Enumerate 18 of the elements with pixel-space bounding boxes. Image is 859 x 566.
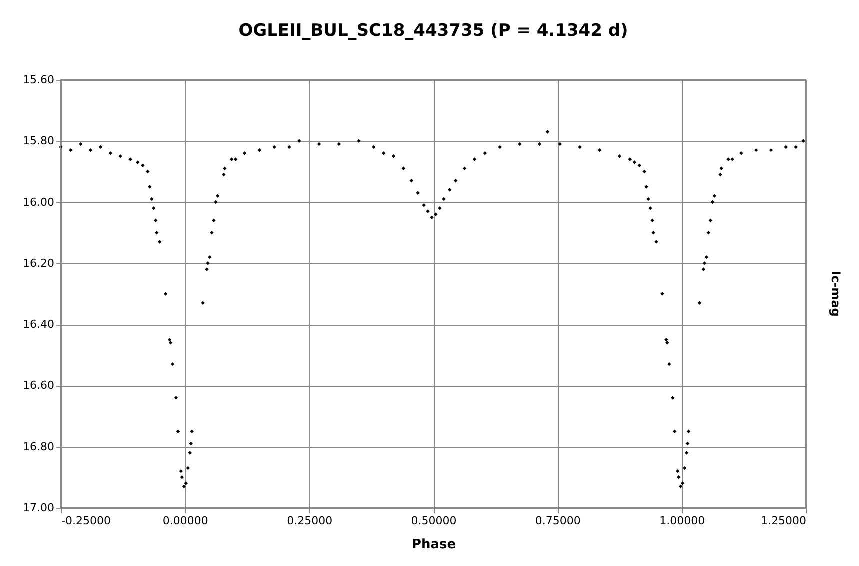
y-tick-label: 16.20	[23, 256, 54, 270]
y-tick-label: 16.40	[23, 318, 54, 332]
y-axis-title: Ic-mag	[829, 271, 843, 317]
x-tick-label: 0.50000	[411, 514, 457, 528]
x-tick-label: 1.00000	[660, 514, 706, 528]
x-axis-title: Phase	[412, 538, 456, 552]
y-tick-label: 15.80	[23, 134, 54, 148]
y-tick-label: 16.00	[23, 196, 54, 209]
y-tick-label: 16.60	[23, 379, 54, 392]
chart-title: OGLEII_BUL_SC18_443735 (P = 4.1342 d)	[238, 21, 628, 41]
y-tick-label: 17.00	[23, 502, 54, 514]
x-tick-label: 0.00000	[162, 514, 208, 528]
y-tick-label: 16.80	[23, 440, 54, 454]
x-tick-label: 0.25000	[287, 514, 333, 528]
x-tick-label: 0.75000	[535, 514, 581, 528]
y-tick-label: 15.60	[23, 74, 54, 86]
x-tick-label: -0.25000	[62, 514, 111, 528]
x-tick-label: 1.25000	[761, 514, 806, 528]
